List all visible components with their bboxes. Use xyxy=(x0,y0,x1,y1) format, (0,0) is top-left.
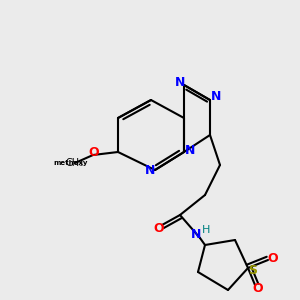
Text: CH₃: CH₃ xyxy=(66,158,84,168)
Text: methoxy: methoxy xyxy=(54,160,88,166)
Text: O: O xyxy=(253,283,263,296)
Text: N: N xyxy=(191,229,201,242)
Text: H: H xyxy=(202,225,210,235)
Text: N: N xyxy=(175,76,185,88)
Text: N: N xyxy=(185,143,195,157)
Text: S: S xyxy=(248,263,257,277)
Text: N: N xyxy=(145,164,155,176)
Text: O: O xyxy=(268,251,278,265)
Text: N: N xyxy=(211,91,221,103)
Text: O: O xyxy=(154,221,164,235)
Text: O: O xyxy=(89,146,99,160)
